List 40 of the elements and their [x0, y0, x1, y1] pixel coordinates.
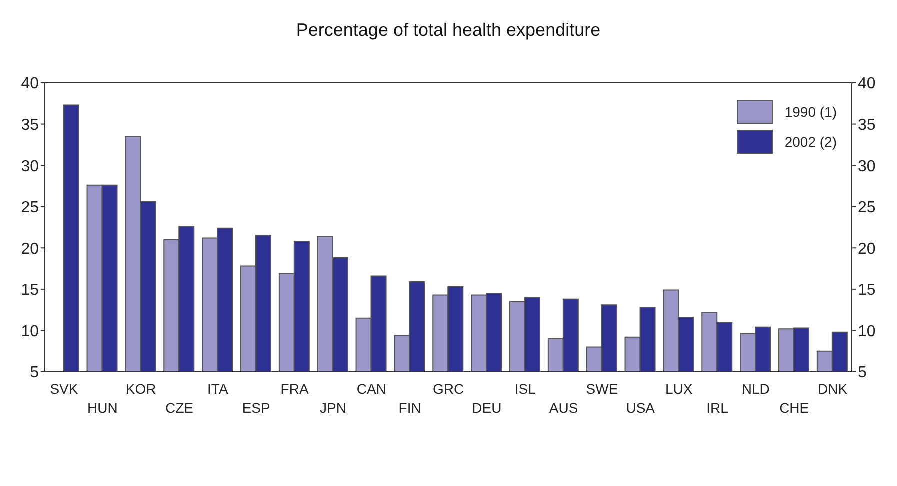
y-tick-label: 10	[21, 323, 40, 340]
x-tick-label: ISL	[514, 381, 536, 397]
x-tick-label: DNK	[818, 381, 848, 397]
x-tick-label: CAN	[356, 381, 386, 397]
y-tick-label: 30	[21, 158, 40, 176]
x-tick-label: FRA	[280, 381, 310, 397]
y-tick-label: 35	[21, 116, 40, 134]
y2-tick-label: 30	[858, 158, 876, 176]
y2-tick-label: 10	[858, 323, 876, 340]
y2-tick-label: 25	[858, 200, 876, 217]
x-tick-label: FIN	[398, 400, 422, 416]
x-tick-label: ITA	[208, 381, 229, 397]
x-tick-label: SWE	[586, 381, 618, 397]
x-tick-label: CHE	[780, 400, 810, 416]
x-tick-label: KOR	[126, 381, 156, 397]
legend-label: 2002 (2)	[784, 134, 837, 150]
x-tick-label: ESP	[242, 400, 270, 416]
x-tick-label: JPN	[320, 400, 346, 416]
x-tick-label: NLD	[742, 381, 770, 397]
x-tick-label: DEU	[472, 400, 502, 416]
x-tick-label: IRL	[706, 400, 729, 416]
x-tick-label: GRC	[432, 381, 464, 397]
y2-tick-label: 20	[858, 240, 876, 258]
y2-tick-label: 5	[858, 364, 867, 382]
y-tick-label: 5	[30, 364, 40, 382]
y-tick-label: 25	[21, 200, 40, 217]
y-tick-label: 40	[21, 76, 40, 93]
y-tick-label: 15	[21, 282, 40, 300]
y2-tick-label: 40	[858, 76, 876, 93]
x-tick-label: LUX	[665, 381, 694, 397]
x-tick-label: SVK	[50, 381, 79, 397]
x-tick-label: HUN	[87, 400, 118, 416]
x-tick-label: USA	[626, 400, 656, 416]
y2-tick-label: 35	[858, 116, 876, 134]
y-tick-label: 20	[21, 240, 40, 258]
chart-title: Percentage of total health expenditure	[295, 20, 602, 41]
x-tick-label: AUS	[549, 400, 578, 416]
legend-label: 1990 (1)	[784, 104, 837, 120]
x-tick-label: CZE	[166, 400, 194, 416]
y2-tick-label: 15	[858, 282, 876, 300]
